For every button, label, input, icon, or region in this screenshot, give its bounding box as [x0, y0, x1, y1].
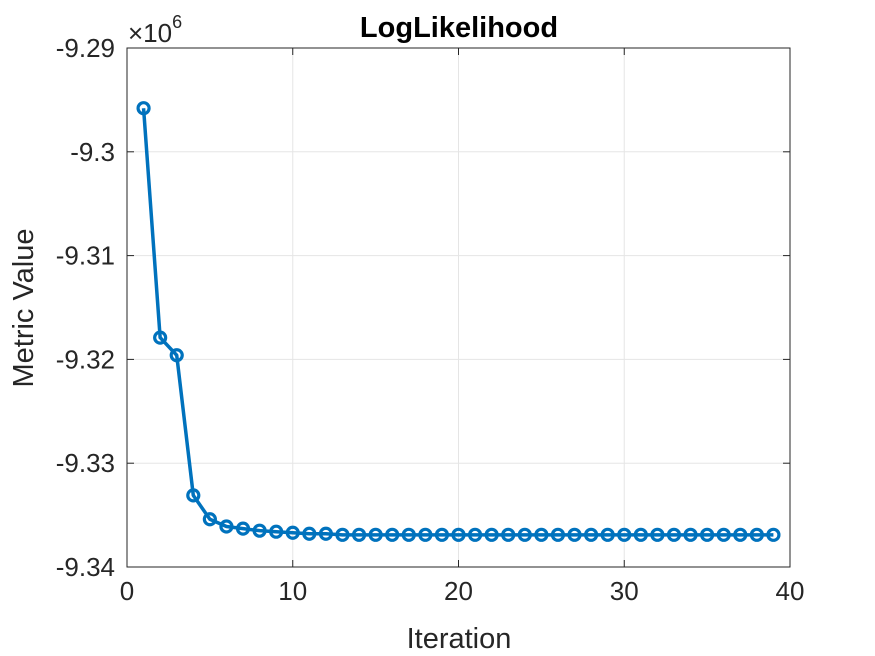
- data-point-marker: [517, 527, 532, 542]
- data-point-marker: [269, 524, 284, 539]
- data-point-marker: [766, 527, 781, 542]
- data-point-marker: [617, 527, 632, 542]
- x-tick-label: 20: [444, 576, 473, 606]
- data-point-marker: [385, 527, 400, 542]
- data-point-marker: [418, 527, 433, 542]
- data-point-marker: [136, 101, 151, 116]
- data-point-marker: [733, 527, 748, 542]
- data-point-marker: [567, 527, 582, 542]
- y-axis-multiplier-exponent: 6: [172, 12, 182, 32]
- x-tick-label: 30: [610, 576, 639, 606]
- data-point-marker: [501, 527, 516, 542]
- data-point-marker: [534, 527, 549, 542]
- data-point-marker: [749, 527, 764, 542]
- data-point-marker: [550, 527, 566, 542]
- data-point-marker: [169, 348, 184, 363]
- x-tick-label: 10: [278, 576, 307, 606]
- data-point-marker: [302, 526, 317, 541]
- y-axis-multiplier-base: ×10: [128, 18, 172, 48]
- data-point-marker: [202, 512, 217, 527]
- data-point-marker: [153, 330, 168, 345]
- data-point-marker: [700, 527, 715, 542]
- x-tick-label: 0: [120, 576, 134, 606]
- grid-lines: [127, 48, 790, 567]
- data-point-marker: [716, 527, 731, 542]
- data-point-marker: [401, 527, 416, 542]
- data-point-marker: [451, 527, 466, 542]
- data-point-marker: [666, 527, 682, 542]
- data-point-marker: [351, 527, 367, 542]
- y-tick-label: -9.34: [56, 552, 115, 582]
- data-point-marker: [683, 527, 698, 542]
- x-tick-label: 40: [776, 576, 805, 606]
- y-axis-label: Metric Value: [8, 228, 40, 387]
- data-point-marker: [484, 527, 499, 542]
- x-axis-label: Iteration: [407, 623, 512, 655]
- data-point-marker: [186, 488, 201, 503]
- data-point-marker: [318, 526, 333, 541]
- data-point-marker: [633, 527, 648, 542]
- y-tick-label: -9.31: [56, 241, 115, 271]
- data-point-marker: [252, 523, 267, 538]
- tick-marks: [126, 47, 791, 568]
- data-point-marker: [434, 527, 450, 542]
- data-point-marker: [235, 521, 251, 536]
- x-tick-labels: 0 10 20 30 40: [120, 576, 805, 606]
- y-tick-label: -9.3: [70, 137, 115, 167]
- data-point-marker: [368, 527, 383, 542]
- data-point-marker: [219, 519, 234, 534]
- data-point-marker: [285, 525, 300, 540]
- chart-title: LogLikelihood: [360, 12, 558, 44]
- data-point-marker: [335, 527, 350, 542]
- data-point-marker: [467, 527, 483, 542]
- y-tick-label: -9.33: [56, 448, 115, 478]
- data-point-marker: [650, 527, 665, 542]
- data-point-marker: [600, 527, 615, 542]
- y-axis-multiplier: ×106: [128, 12, 182, 48]
- series-layer: [136, 101, 781, 542]
- y-tick-labels: -9.34 -9.33 -9.32 -9.31 -9.3 -9.29: [56, 33, 115, 582]
- y-tick-label: -9.29: [56, 33, 115, 63]
- y-tick-label: -9.32: [56, 344, 115, 374]
- data-point-marker: [583, 527, 599, 542]
